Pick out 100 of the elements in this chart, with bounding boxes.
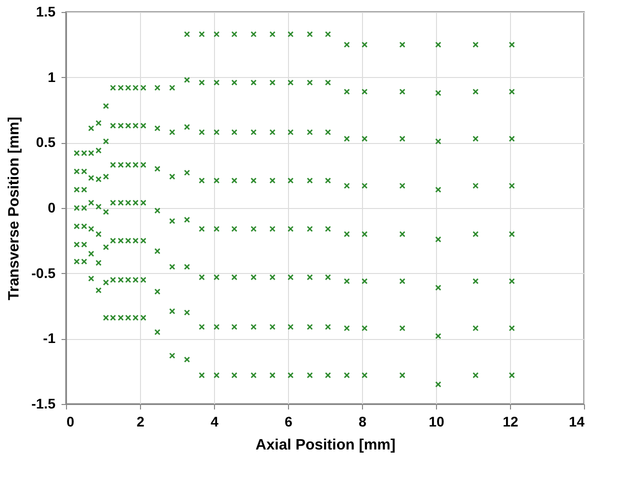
point — [362, 231, 368, 238]
point — [214, 274, 220, 280]
x-tick-label: 2 — [136, 414, 145, 430]
point — [508, 231, 515, 238]
point — [184, 76, 190, 83]
point — [362, 136, 368, 142]
point — [250, 226, 257, 232]
point — [154, 84, 160, 91]
point — [214, 31, 220, 38]
point — [324, 178, 332, 184]
point — [250, 274, 257, 280]
point — [198, 226, 205, 232]
point — [508, 88, 515, 95]
point — [214, 226, 220, 232]
point — [169, 308, 176, 314]
point — [96, 204, 102, 210]
point — [169, 218, 176, 224]
point — [102, 138, 110, 144]
point — [435, 284, 442, 291]
point — [324, 31, 332, 38]
point — [288, 226, 294, 232]
y-tick-label: -0.5 — [31, 264, 56, 281]
point — [184, 309, 190, 316]
point — [102, 244, 110, 250]
point — [435, 138, 442, 144]
x-axis-title: Axial Position [mm] — [255, 436, 396, 454]
point — [288, 80, 294, 86]
x-tick-label: 10 — [428, 414, 444, 430]
point — [198, 372, 205, 378]
point — [472, 42, 479, 48]
point — [508, 325, 515, 332]
point — [435, 42, 442, 48]
point — [472, 136, 479, 142]
point — [269, 226, 276, 232]
point — [214, 129, 220, 136]
point — [231, 372, 238, 378]
point — [214, 324, 220, 330]
point — [231, 31, 238, 38]
point — [324, 226, 332, 232]
point — [435, 236, 442, 242]
y-axis-title: Transverse Position [mm] — [5, 116, 22, 300]
point — [198, 274, 205, 280]
x-tick-label: 8 — [358, 414, 367, 430]
point — [231, 274, 238, 280]
point — [344, 325, 350, 332]
y-tick-label: 0.5 — [36, 134, 56, 150]
x-tick-label: 14 — [568, 414, 585, 430]
point — [288, 372, 294, 378]
point — [250, 80, 257, 86]
point — [435, 186, 442, 193]
point — [306, 226, 313, 232]
point — [154, 288, 160, 295]
point — [169, 264, 176, 270]
point — [250, 372, 257, 378]
point — [214, 178, 220, 184]
point — [184, 170, 190, 176]
point — [399, 88, 406, 95]
point — [154, 208, 160, 214]
point — [102, 279, 110, 286]
point — [214, 80, 220, 86]
point — [435, 90, 442, 96]
point — [344, 136, 350, 142]
point — [250, 31, 257, 38]
point — [362, 182, 368, 189]
point — [88, 125, 94, 132]
y-tick-label: 0 — [48, 200, 56, 216]
y-tick-label: 1 — [48, 68, 56, 85]
point — [184, 264, 190, 270]
point — [198, 31, 205, 38]
point — [169, 174, 176, 180]
point — [399, 231, 406, 238]
point — [324, 129, 332, 136]
point — [102, 103, 110, 110]
point — [306, 274, 313, 280]
point — [269, 372, 276, 378]
point — [269, 274, 276, 280]
y-tick-label: 1.5 — [36, 4, 56, 20]
point — [96, 287, 102, 294]
point — [88, 200, 94, 206]
point — [399, 182, 406, 189]
point — [88, 276, 94, 282]
point — [231, 226, 238, 232]
point — [362, 278, 368, 284]
point — [362, 88, 368, 95]
point — [288, 129, 294, 136]
point — [154, 125, 160, 132]
point — [306, 178, 313, 184]
x-tick-label: 12 — [502, 414, 518, 430]
x-tick-label: 0 — [66, 414, 74, 430]
point — [472, 88, 479, 95]
point — [169, 129, 176, 136]
point — [306, 31, 313, 38]
point — [362, 372, 368, 378]
point — [169, 352, 176, 359]
point — [198, 80, 205, 86]
point — [344, 88, 350, 95]
point — [96, 147, 102, 154]
point — [344, 182, 350, 189]
point — [198, 178, 205, 184]
y-tick-label: -1.5 — [31, 396, 56, 412]
